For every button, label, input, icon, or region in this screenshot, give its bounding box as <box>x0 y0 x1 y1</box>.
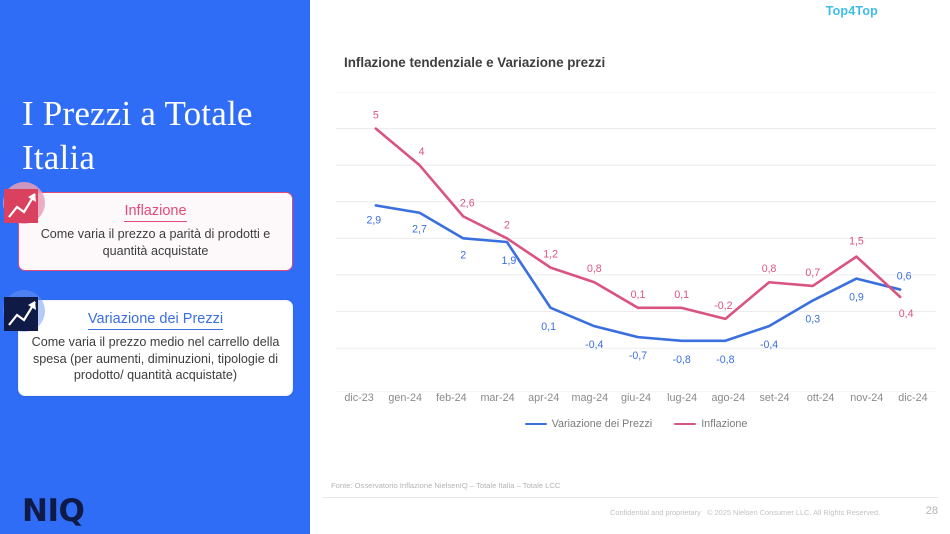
card-inflazione-heading: Inflazione <box>124 202 187 222</box>
chart-line-up-icon <box>0 177 58 235</box>
line-chart-plot: 2,9 2,7 2 1,9 0,1 -0,4 -0,7 -0,8 -0,8 -0,4 0,3 0,9 0… <box>336 92 936 392</box>
chart-data-labels: 2,9 2,7 2 1,9 0,1 -0,4 -0,7 -0,8 -0,8 -0,4 0,3 0,9 0… <box>366 110 913 366</box>
data-label: 2,6 <box>460 197 475 209</box>
legend-item-inflazione[interactable]: Inflazione <box>674 418 747 430</box>
chart-legend: Variazione dei Prezzi Inflazione <box>336 418 936 430</box>
x-axis-tick: gen-24 <box>388 392 423 404</box>
data-label: 0,6 <box>897 271 912 283</box>
data-label: 0,8 <box>762 263 777 275</box>
data-label: 1,2 <box>543 249 558 261</box>
data-label: -0,7 <box>629 350 647 362</box>
card-variazione-heading: Variazione dei Prezzi <box>87 310 224 330</box>
chart-panel <box>310 0 950 534</box>
footer: Confidential and proprietary © 2025 Niel… <box>322 505 938 524</box>
chart-title: Inflazione tendenziale e Variazione prez… <box>344 55 606 70</box>
card-inflazione-body: Come varia il prezzo a parità di prodott… <box>40 227 271 258</box>
chart-x-axis: dic-23 gen-24 feb-24 mar-24 apr-24 mag-24 giu-… <box>336 392 936 412</box>
x-axis-tick: mag-24 <box>571 392 609 404</box>
niq-logo: NIQ <box>22 493 85 529</box>
card-variazione-dei-prezzi[interactable]: Variazione dei Prezzi Come varia il prez… <box>18 300 293 396</box>
page-number: 28 <box>925 505 938 517</box>
data-label: 2 <box>460 249 466 261</box>
data-label: 2,7 <box>412 224 427 236</box>
x-axis-tick: dic-23 <box>344 392 374 404</box>
data-label: 0,9 <box>849 292 864 304</box>
legend-swatch <box>524 422 547 426</box>
data-label: 5 <box>373 110 379 122</box>
footer-confidential: Confidential and proprietary <box>610 508 701 517</box>
data-label: 0,3 <box>805 314 820 326</box>
legend-item-variazione-dei-prezzi[interactable]: Variazione dei Prezzi <box>524 418 653 430</box>
x-axis-tick: ott-24 <box>806 392 835 404</box>
card-variazione-body: Come varia il prezzo medio nel carrello … <box>31 335 280 382</box>
legend-swatch <box>674 422 697 426</box>
legend-label: Inflazione <box>701 418 748 430</box>
chart-series-lines <box>374 127 902 343</box>
data-label: -0,2 <box>714 300 732 312</box>
footer-divider <box>322 497 938 498</box>
data-label: 0,1 <box>674 289 689 301</box>
data-label: 0,8 <box>587 263 602 275</box>
data-label: 0,1 <box>541 321 556 333</box>
x-axis-tick: mar-24 <box>480 392 515 404</box>
data-label: -0,4 <box>585 339 603 351</box>
x-axis-tick: apr-24 <box>528 392 560 404</box>
x-axis-tick: giu-24 <box>621 392 652 404</box>
left-panel: I Prezzi a Totale Italia Inflazione Come… <box>0 0 310 534</box>
brand-tag: Top4Top <box>825 4 878 18</box>
data-label: -0,8 <box>716 354 734 366</box>
data-label: 2,9 <box>366 214 381 226</box>
x-axis-tick: dic-24 <box>898 392 928 404</box>
card-inflazione[interactable]: Inflazione Come varia il prezzo a parità… <box>18 192 293 271</box>
source-note: Fonte: Osservatorio Inflazione NielsenIQ… <box>331 481 561 490</box>
data-label: 0,7 <box>805 267 820 279</box>
legend-label: Variazione dei Prezzi <box>551 418 653 430</box>
series-line-inflazione <box>374 127 902 321</box>
data-label: 0,1 <box>631 289 646 301</box>
chart-gridlines <box>336 92 936 392</box>
page-title: I Prezzi a Totale Italia <box>22 94 253 177</box>
data-label: 2 <box>504 219 510 231</box>
data-label: -0,8 <box>673 354 691 366</box>
data-label: -0,4 <box>760 339 778 351</box>
x-axis-tick: feb-24 <box>436 392 467 404</box>
footer-copyright: © 2025 Nielsen Consumer LLC. All Rights … <box>707 508 881 517</box>
series-line-variazione-dei-prezzi <box>374 204 902 343</box>
x-axis-tick: nov-24 <box>850 392 884 404</box>
x-axis-tick: lug-24 <box>667 392 698 404</box>
data-label: 1,5 <box>849 236 864 248</box>
x-axis-tick: set-24 <box>759 392 790 404</box>
chart-bar-up-icon <box>0 285 58 343</box>
data-label: 0,4 <box>899 308 914 320</box>
x-axis-tick: ago-24 <box>711 392 746 404</box>
data-label: 1,9 <box>502 255 517 267</box>
data-label: 4 <box>419 146 425 158</box>
